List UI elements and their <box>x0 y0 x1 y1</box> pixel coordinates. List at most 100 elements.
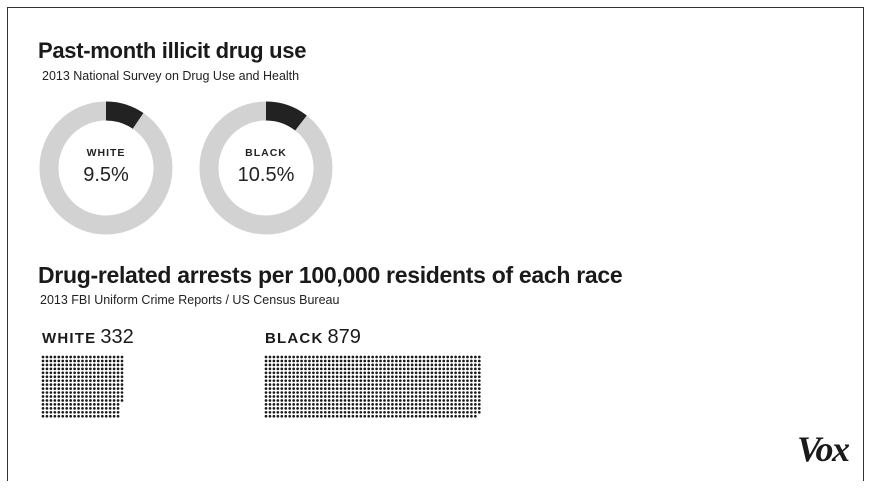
dot-black <box>327 363 331 367</box>
dot-white <box>116 363 120 367</box>
dot-white <box>53 371 57 375</box>
dot-black <box>466 367 469 371</box>
dot-black <box>296 363 299 367</box>
dot-black <box>410 375 414 379</box>
dot-black <box>323 379 327 383</box>
dot-white <box>77 363 80 367</box>
dot-black <box>268 395 272 398</box>
dot-black <box>343 367 347 371</box>
dot-black <box>347 395 351 398</box>
dot-black <box>351 395 355 398</box>
dot-white <box>41 355 45 359</box>
dot-black <box>434 410 438 414</box>
dot-white <box>81 395 84 398</box>
dot-black <box>280 371 284 375</box>
dot-black <box>367 407 371 410</box>
dot-black <box>308 363 311 367</box>
dot-white <box>96 403 100 406</box>
dot-black <box>288 363 292 367</box>
dot-black <box>327 410 331 414</box>
dot-black <box>268 355 272 359</box>
dot-black <box>363 399 367 402</box>
dot-black <box>391 410 394 414</box>
dot-white <box>49 379 53 383</box>
dot-black <box>316 414 319 418</box>
dot-black <box>335 367 339 371</box>
dot-white <box>116 375 120 379</box>
dot-black <box>335 379 339 383</box>
dot-black <box>323 367 327 371</box>
dot-black <box>300 395 303 398</box>
dot-black <box>351 371 355 375</box>
dot-black <box>280 395 284 398</box>
dot-white <box>108 359 112 363</box>
dot-white <box>93 367 96 371</box>
dot-white <box>77 399 80 402</box>
dot-white <box>108 414 112 418</box>
arrests-white-label: WHITE <box>42 330 97 347</box>
dot-black <box>450 387 453 390</box>
dot-black <box>395 359 398 363</box>
dot-white <box>116 391 120 394</box>
donut-slice-white <box>39 101 173 235</box>
dot-black <box>264 387 268 390</box>
dot-black <box>395 355 398 359</box>
dot-black <box>398 399 402 402</box>
dot-black <box>339 391 343 394</box>
dot-black <box>300 391 303 394</box>
dot-black <box>466 383 469 386</box>
dot-black <box>264 359 268 363</box>
dot-black <box>426 371 430 375</box>
dot-black <box>312 363 315 367</box>
dot-black <box>422 395 426 398</box>
dot-black <box>474 414 477 418</box>
dot-white <box>104 383 108 386</box>
dot-white <box>85 403 88 406</box>
dot-white <box>93 399 96 402</box>
dot-black <box>339 371 343 375</box>
dot-black <box>477 399 481 402</box>
dot-black <box>426 395 430 398</box>
dot-black <box>292 387 295 390</box>
dot-black <box>276 395 280 398</box>
dot-white <box>108 387 112 390</box>
dot-white <box>57 375 61 379</box>
dot-white <box>41 391 45 394</box>
dot-black <box>304 399 307 402</box>
dot-white <box>93 391 96 394</box>
dot-black <box>268 363 272 367</box>
dot-white <box>100 399 104 402</box>
dot-white <box>100 375 104 379</box>
dot-black <box>335 403 339 406</box>
dot-white <box>85 371 88 375</box>
dot-black <box>272 375 276 379</box>
dot-white <box>116 403 120 406</box>
dot-black <box>375 367 378 371</box>
dot-black <box>410 399 414 402</box>
dot-white <box>104 355 108 359</box>
dot-black <box>470 410 473 414</box>
dot-black <box>477 355 481 359</box>
dot-black <box>371 407 374 410</box>
dot-white <box>49 363 53 367</box>
dot-white <box>116 414 120 418</box>
dot-white <box>100 359 104 363</box>
dot-black <box>434 383 438 386</box>
dot-white <box>85 410 88 414</box>
dot-black <box>383 359 386 363</box>
dot-black <box>367 371 371 375</box>
dot-black <box>387 387 390 390</box>
dot-black <box>395 399 398 402</box>
dot-black <box>442 379 446 383</box>
dot-white <box>61 399 65 402</box>
dot-white <box>120 359 124 363</box>
dot-white <box>45 410 49 414</box>
dot-white <box>57 391 61 394</box>
dot-white <box>93 375 96 379</box>
dot-black <box>450 395 453 398</box>
dot-white <box>49 414 53 418</box>
dot-black <box>319 407 323 410</box>
dot-black <box>379 383 382 386</box>
chart-subtitle-arrests: 2013 FBI Uniform Crime Reports / US Cens… <box>40 293 340 307</box>
dot-black <box>470 387 473 390</box>
